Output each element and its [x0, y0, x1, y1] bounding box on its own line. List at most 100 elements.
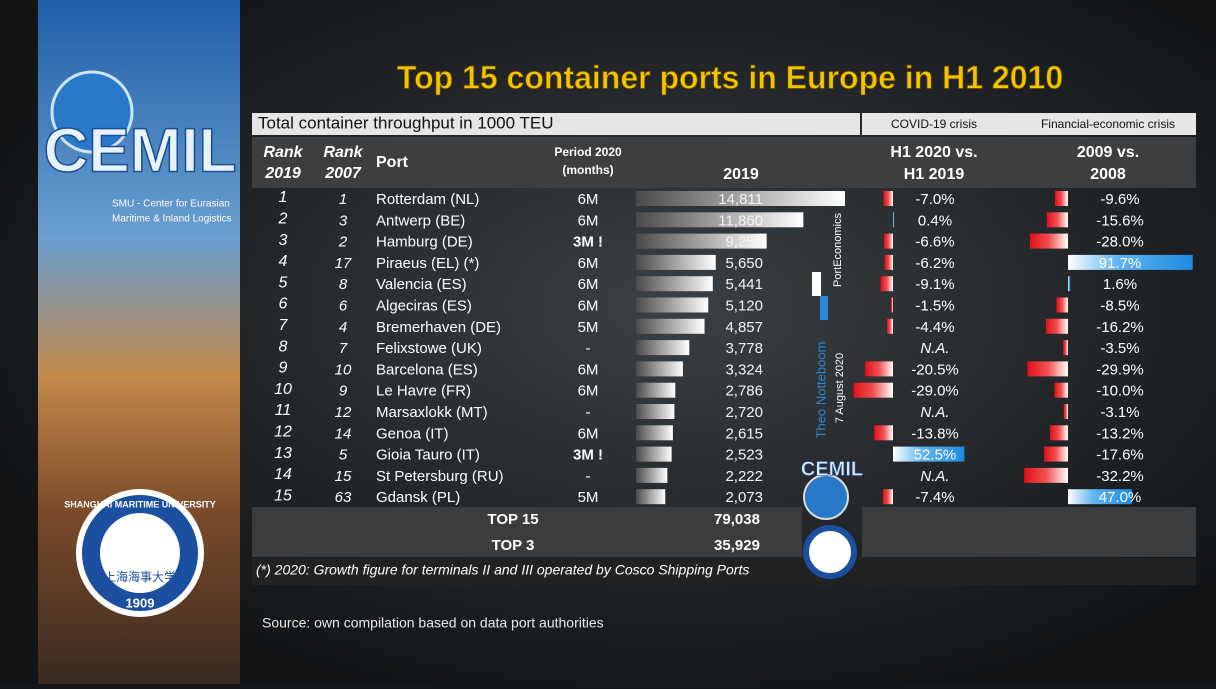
- brand-mark: [812, 272, 821, 296]
- port: Algeciras (ES): [376, 297, 472, 314]
- rank-2007: 8: [339, 276, 348, 293]
- teu-bar: [636, 425, 673, 441]
- covid-value: -7.0%: [915, 191, 954, 208]
- port: Genoa (IT): [376, 425, 449, 442]
- teu-value: 2,222: [725, 468, 763, 485]
- teu-bar: [636, 254, 716, 270]
- covid-value: -4.4%: [915, 319, 954, 336]
- column-header: 2019: [723, 166, 759, 183]
- crisis-bar: [1068, 254, 1193, 270]
- rank-2007: 17: [335, 255, 352, 272]
- column-header: Rank: [263, 144, 303, 161]
- group-strip: [862, 113, 1196, 135]
- teu-value: 5,120: [725, 297, 763, 314]
- header-row: [252, 137, 1196, 188]
- port: Bremerhaven (DE): [376, 319, 501, 336]
- teu-value: 2,720: [725, 404, 763, 421]
- period: -: [586, 340, 591, 357]
- crisis-value: -29.9%: [1096, 361, 1144, 378]
- teu-value: 2,073: [725, 489, 763, 506]
- teu-value: 5,441: [725, 276, 763, 293]
- rank-2007: 12: [335, 404, 352, 421]
- port: Felixstowe (UK): [376, 340, 482, 357]
- covid-bar: [884, 254, 893, 270]
- crisis-bar: [1068, 276, 1071, 292]
- mini-seal: [803, 525, 857, 579]
- crisis-bar: [1050, 425, 1068, 441]
- crisis-bar: [1054, 191, 1068, 206]
- teu-value: 2,615: [725, 425, 763, 442]
- rank-2007: 4: [339, 319, 347, 336]
- crisis-value: -9.6%: [1100, 191, 1139, 208]
- rank-2007: 14: [335, 425, 352, 442]
- covid-bar: [887, 318, 893, 334]
- covid-bar: [893, 446, 965, 462]
- covid-bar: [874, 425, 893, 441]
- teu-value: 3,324: [725, 361, 763, 378]
- org-text: SMU - Center for Eurasian: [112, 199, 230, 210]
- column-header: 2008: [1090, 166, 1126, 183]
- rank-2019: 10: [274, 381, 292, 398]
- group-label: COVID-19 crisis: [891, 117, 977, 131]
- teu-value: 14,811: [718, 191, 763, 208]
- crisis-value: -32.2%: [1096, 468, 1144, 485]
- crisis-bar: [1044, 446, 1068, 462]
- covid-bar: [893, 212, 894, 228]
- period: 3M !: [573, 234, 603, 251]
- teu-value: 4,857: [725, 319, 763, 336]
- covid-value: 52.5%: [914, 447, 957, 464]
- crisis-bar: [1063, 404, 1068, 419]
- crisis-value: -3.1%: [1100, 404, 1139, 421]
- teu-bar: [636, 297, 709, 313]
- teu-value: 9,259: [725, 234, 763, 251]
- crisis-value: -3.5%: [1100, 340, 1139, 357]
- total-label: TOP 3: [492, 537, 535, 554]
- rank-2019: 2: [278, 211, 288, 228]
- crisis-bar: [1027, 361, 1068, 377]
- title: Top 15 container ports in Europe in H1 2…: [397, 59, 1063, 95]
- teu-value: 11,860: [718, 212, 763, 229]
- rank-2007: 1: [339, 191, 347, 208]
- covid-bar: [890, 297, 893, 313]
- date: 7 August 2020: [834, 353, 846, 423]
- crisis-value: -15.6%: [1096, 212, 1144, 229]
- column-header: 2007: [324, 165, 362, 182]
- teu-value: 5,650: [725, 255, 763, 272]
- totals-band: [862, 507, 1196, 557]
- teu-bar: [636, 191, 845, 206]
- port: Antwerp (BE): [376, 212, 465, 229]
- rank-2007: 3: [339, 212, 348, 229]
- crisis-bar: [1054, 382, 1068, 398]
- teu-bar: [636, 276, 713, 292]
- mini-logo: CEMIL: [801, 458, 863, 480]
- period: 3M !: [573, 447, 603, 464]
- covid-bar: [880, 276, 893, 292]
- column-header: 2009 vs.: [1077, 144, 1139, 161]
- column-header: H1 2019: [904, 166, 965, 183]
- rank-2019: 11: [275, 402, 292, 419]
- caption-strip: [252, 113, 860, 135]
- na-value: N.A.: [920, 340, 949, 357]
- seal-chinese: 上海海事大学: [104, 569, 176, 584]
- column-header: Port: [376, 154, 409, 171]
- covid-bar: [882, 489, 893, 505]
- teu-bar: [636, 404, 675, 419]
- crisis-bar: [1024, 467, 1068, 483]
- column-header: (months): [562, 163, 613, 177]
- rank-2019: 3: [279, 232, 288, 249]
- teu-bar: [636, 212, 804, 228]
- total-value: 35,929: [714, 537, 760, 554]
- column-header: Period 2020: [554, 145, 622, 159]
- covid-value: -13.8%: [911, 425, 959, 442]
- teu-bar: [636, 489, 666, 505]
- crisis-value: 47.0%: [1099, 489, 1142, 506]
- period: 5M: [578, 489, 599, 506]
- crisis-value: 1.6%: [1103, 276, 1137, 293]
- period: 5M: [578, 319, 599, 336]
- covid-bar: [883, 191, 893, 206]
- rank-2019: 4: [279, 253, 288, 270]
- port: Le Havre (FR): [376, 383, 471, 400]
- brand-mark: [820, 296, 828, 320]
- sidebar: CEMIL SMU - Center for Eurasian Maritime…: [38, 0, 240, 684]
